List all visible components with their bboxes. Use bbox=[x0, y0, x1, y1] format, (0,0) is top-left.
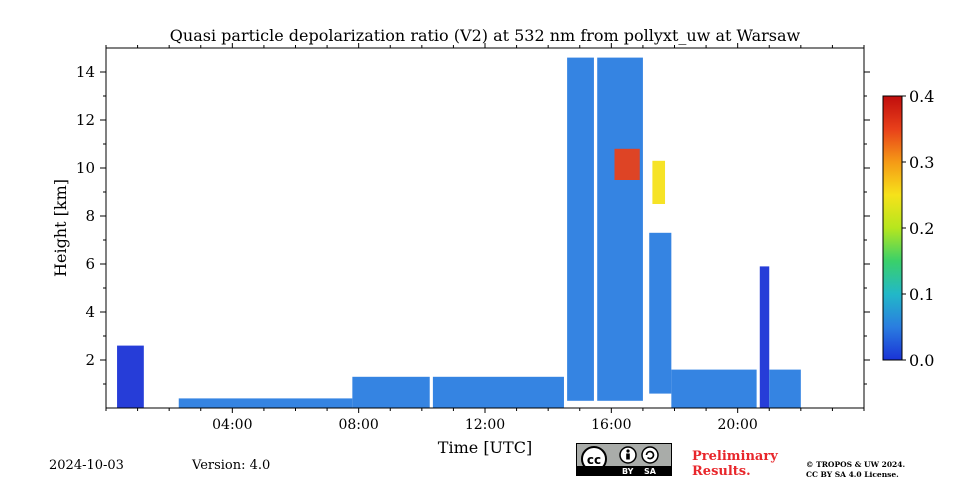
preliminary-results-note: Preliminary Results. bbox=[692, 449, 778, 479]
preliminary-line-1: Preliminary bbox=[692, 449, 778, 464]
copyright-line-1: © TROPOS & UW 2024. bbox=[806, 460, 906, 469]
x-tick-label: 12:00 bbox=[465, 417, 505, 433]
cc-license-badge: cc BY SA bbox=[576, 443, 672, 476]
colorbar-tick-label: 0.4 bbox=[909, 87, 934, 106]
y-axis: 2 4 6 8 10 12 14 bbox=[76, 63, 870, 385]
svg-text:cc: cc bbox=[587, 453, 601, 467]
heatmap-region-ice-cloud-high-depol bbox=[614, 148, 640, 180]
colorbar-tick-label: 0.1 bbox=[909, 285, 934, 304]
x-axis: 04:00 08:00 12:00 16:00 20:00 bbox=[105, 43, 865, 433]
by-label: BY bbox=[622, 467, 634, 476]
heatmap-region-cloud-column-3 bbox=[649, 232, 672, 394]
heatmap-region-cloud-column-4 bbox=[759, 266, 770, 408]
y-axis-label: Height [km] bbox=[51, 179, 70, 277]
plot-area bbox=[117, 48, 801, 408]
heatmap-region-boundary-layer-afternoon bbox=[671, 369, 757, 408]
heatmap-region-early-profiles bbox=[117, 345, 144, 408]
y-tick-label: 12 bbox=[76, 111, 95, 129]
heatmap-region-ice-cloud-moderate bbox=[652, 160, 666, 204]
copyright-note: © TROPOS & UW 2024. CC BY SA 4.0 License… bbox=[806, 460, 905, 480]
data-gap-3 bbox=[593, 48, 598, 408]
colorbar-gradient bbox=[882, 95, 903, 361]
y-tick-label: 14 bbox=[76, 63, 95, 81]
heatmap-region-cloud-column-1 bbox=[567, 57, 594, 401]
heatmap-region-cloud-column-2 bbox=[597, 57, 643, 401]
data-gap-2 bbox=[429, 48, 433, 408]
colorbar-tick-label: 0.2 bbox=[909, 219, 934, 238]
colorbar-tick-label: 0.0 bbox=[909, 351, 934, 370]
y-tick-label: 6 bbox=[85, 255, 95, 273]
x-tick-label: 04:00 bbox=[212, 417, 252, 433]
x-tick-label: 20:00 bbox=[717, 417, 757, 433]
heatmap-region-boundary-layer-midday bbox=[352, 376, 564, 408]
y-tick-label: 4 bbox=[85, 303, 95, 321]
plot-frame bbox=[105, 47, 865, 409]
y-tick-label: 10 bbox=[76, 159, 95, 177]
sa-icon bbox=[641, 446, 659, 464]
x-tick-label: 16:00 bbox=[591, 417, 631, 433]
version-label: Version: 4.0 bbox=[192, 458, 271, 473]
y-tick-label: 8 bbox=[85, 207, 95, 225]
x-axis-label: Time [UTC] bbox=[438, 438, 532, 457]
chart-title: Quasi particle depolarization ratio (V2)… bbox=[170, 26, 801, 45]
x-tick-label: 08:00 bbox=[338, 417, 378, 433]
preliminary-line-2: Results. bbox=[692, 464, 751, 479]
colorbar: 0.0 0.1 0.2 0.3 0.4 bbox=[882, 87, 934, 370]
colorbar-tick-label: 0.3 bbox=[909, 153, 934, 172]
sa-label: SA bbox=[644, 467, 656, 476]
copyright-line-2: CC BY SA 4.0 License. bbox=[806, 470, 899, 479]
y-tick-label: 2 bbox=[85, 351, 95, 369]
heatmap-region-boundary-layer-morning bbox=[178, 398, 353, 408]
date-label: 2024-10-03 bbox=[49, 458, 124, 473]
data-gap-1 bbox=[143, 48, 179, 408]
heatmap-region-boundary-layer-evening bbox=[769, 369, 801, 408]
